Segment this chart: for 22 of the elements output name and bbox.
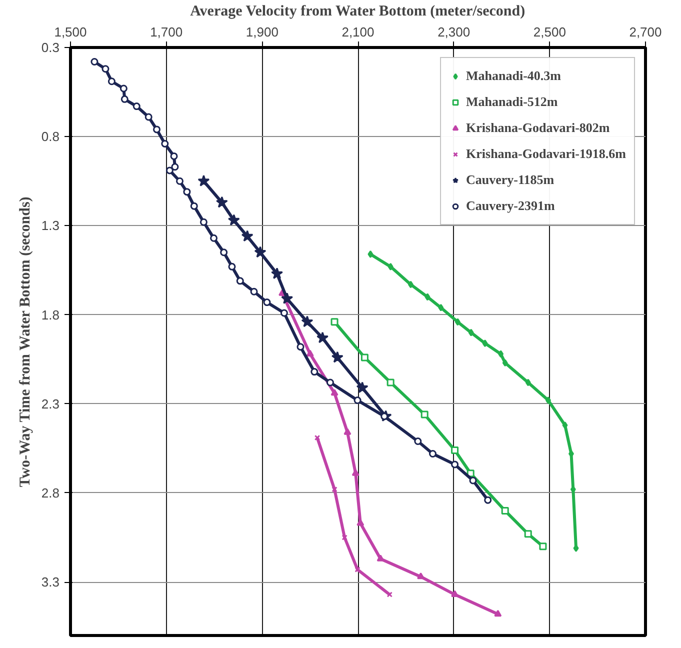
legend-label: Cauvery-2391m <box>466 198 555 214</box>
legend-label: Krishana-Godavari-802m <box>466 120 610 136</box>
legend-label: Krishana-Godavari-1918.6m <box>466 146 626 162</box>
y-tick-label: 1.3 <box>41 218 60 234</box>
x-tick-label: 2,500 <box>533 24 566 40</box>
legend-label: Mahanadi-40.3m <box>466 68 561 84</box>
y-axis-title: Two-Way Time from Water Bottom (seconds) <box>17 196 34 488</box>
y-tick-label: 0.8 <box>41 129 60 144</box>
x-tick-label: 2,700 <box>629 24 662 40</box>
x-tick-label: 2,100 <box>342 24 374 40</box>
legend-label: Cauvery-1185m <box>466 172 554 188</box>
x-tick-label: 1,900 <box>246 24 278 40</box>
y-tick-label: 1.8 <box>41 307 60 322</box>
legend-label: Mahanadi-512m <box>466 94 558 110</box>
y-tick-label: 0.3 <box>41 40 60 55</box>
x-tick-label: 2,300 <box>438 24 470 40</box>
y-tick-label: 3.3 <box>41 574 60 590</box>
y-tick-label: 2.8 <box>41 485 60 500</box>
x-axis-title: Average Velocity from Water Bottom (meter/second) <box>190 4 526 20</box>
x-tick-label: 1,700 <box>150 24 183 40</box>
y-tick-label: 2.3 <box>41 396 60 412</box>
x-tick-label: 1,500 <box>54 24 87 40</box>
